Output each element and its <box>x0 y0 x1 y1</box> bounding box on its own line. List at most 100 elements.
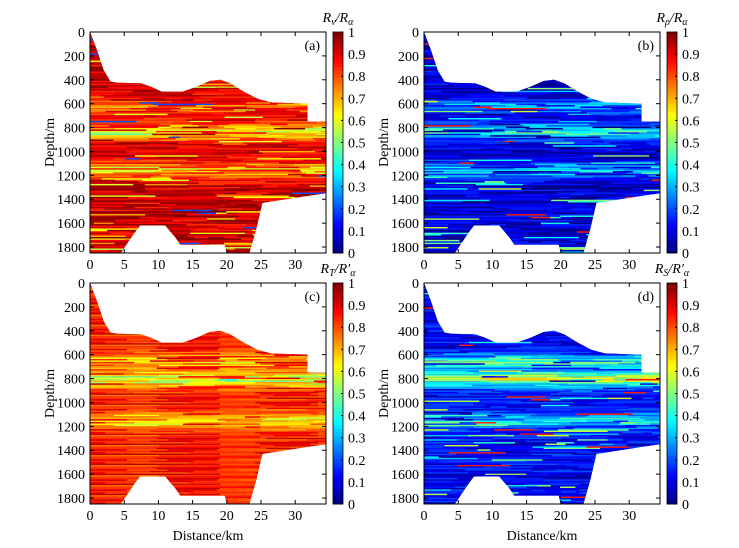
heatmap-cell <box>167 298 218 301</box>
heatmap-cell <box>570 47 606 51</box>
heatmap-cell <box>314 470 326 473</box>
heatmap-cell <box>444 444 479 447</box>
heatmap-cell <box>585 449 638 452</box>
heatmap-cell <box>90 420 151 423</box>
heatmap-cell <box>499 54 543 57</box>
heatmap-cell <box>424 86 487 88</box>
heatmap-cell <box>240 138 276 141</box>
heatmap-cell <box>445 367 474 370</box>
heatmap-cell <box>545 336 576 339</box>
heatmap-cell <box>605 149 623 152</box>
heatmap-cell <box>521 470 534 473</box>
heatmap-cell <box>158 384 215 387</box>
heatmap-cell <box>211 199 253 202</box>
colorbar-swatch <box>333 493 343 498</box>
heatmap-cell <box>123 313 184 315</box>
colorbar-swatch <box>667 334 677 339</box>
heatmap-cell <box>166 92 196 95</box>
colorbar-swatch <box>667 417 677 422</box>
heatmap-cell <box>90 122 159 124</box>
heatmap-cell <box>625 196 660 199</box>
heatmap-cell <box>139 245 207 248</box>
heatmap-cell <box>424 315 481 318</box>
y-tick-label: 800 <box>398 373 419 388</box>
heatmap-cell <box>306 379 326 381</box>
heatmap-cell <box>612 191 660 193</box>
heatmap-cell <box>516 381 552 384</box>
heatmap-cell <box>123 303 184 305</box>
colorbar-tick-label: 0.8 <box>682 70 700 85</box>
heatmap-cell <box>424 70 459 73</box>
heatmap-cell <box>424 361 466 365</box>
heatmap-cell <box>237 429 262 431</box>
heatmap-cell <box>424 82 458 84</box>
heatmap-cell <box>538 36 595 39</box>
heatmap-cell <box>214 434 275 437</box>
heatmap-cell <box>559 326 599 328</box>
heatmap-cell <box>558 56 609 58</box>
heatmap-cell <box>620 305 650 308</box>
heatmap-cell <box>504 311 533 314</box>
heatmap-cell <box>147 143 170 146</box>
heatmap-cell <box>424 404 487 407</box>
heatmap-cell <box>260 373 311 376</box>
heatmap-cell <box>508 47 572 50</box>
colorbar-swatch <box>333 246 343 251</box>
heatmap-cell <box>244 466 261 469</box>
heatmap-cell <box>90 469 128 472</box>
heatmap-cell <box>90 480 151 483</box>
heatmap-cell <box>90 321 106 324</box>
heatmap-cell <box>570 294 598 297</box>
heatmap-cell <box>178 356 246 358</box>
colorbar-swatch <box>667 379 677 384</box>
heatmap-cell <box>424 363 486 365</box>
heatmap-cell <box>325 132 326 135</box>
heatmap-cell <box>288 195 319 198</box>
heatmap-cell <box>520 400 592 403</box>
heatmap-cell <box>424 103 445 106</box>
heatmap-cell <box>616 192 660 195</box>
heatmap-cell <box>260 493 311 496</box>
heatmap-cell <box>180 107 213 110</box>
heatmap-cell <box>511 115 526 118</box>
colorbar-tick-label: 0.4 <box>348 159 366 174</box>
heatmap-cell <box>424 486 456 489</box>
heatmap-cell <box>297 148 326 151</box>
heatmap-cell <box>512 150 552 153</box>
heatmap-cell <box>90 390 151 393</box>
heatmap-cell <box>185 40 226 42</box>
heatmap-cell <box>457 465 511 467</box>
heatmap-cell <box>260 305 290 308</box>
heatmap-cell <box>237 389 262 391</box>
heatmap-cell <box>158 404 215 407</box>
heatmap-cell <box>424 128 495 131</box>
colorbar-swatch <box>667 303 677 308</box>
heatmap-cell <box>424 241 477 243</box>
heatmap-cell <box>90 242 115 245</box>
heatmap-cell <box>493 386 546 389</box>
heatmap-cell <box>210 244 275 246</box>
heatmap-cell <box>567 113 590 115</box>
heatmap-cell <box>169 143 223 146</box>
colorbar-title-sub1: ρ <box>664 17 670 28</box>
heatmap-cell <box>494 206 564 209</box>
heatmap-cell <box>161 173 228 177</box>
heatmap-cell <box>237 439 262 441</box>
heatmap-cell <box>573 500 638 503</box>
heatmap-cell <box>101 95 172 97</box>
colorbar-swatch <box>333 221 343 226</box>
heatmap-cell <box>525 85 590 87</box>
heatmap-cell <box>603 115 635 117</box>
heatmap-cell <box>223 112 263 115</box>
heatmap-cell <box>225 360 290 363</box>
heatmap-cell <box>513 480 567 483</box>
colorbar-swatch <box>667 76 677 81</box>
heatmap-cell <box>540 77 573 81</box>
heatmap-cell <box>424 338 495 342</box>
heatmap-cell <box>542 54 570 57</box>
heatmap-cell <box>173 238 243 241</box>
heatmap-cell <box>260 456 290 459</box>
heatmap-cell <box>495 235 560 237</box>
colorbar-swatch <box>667 121 677 126</box>
panel-label: (d) <box>638 290 655 305</box>
